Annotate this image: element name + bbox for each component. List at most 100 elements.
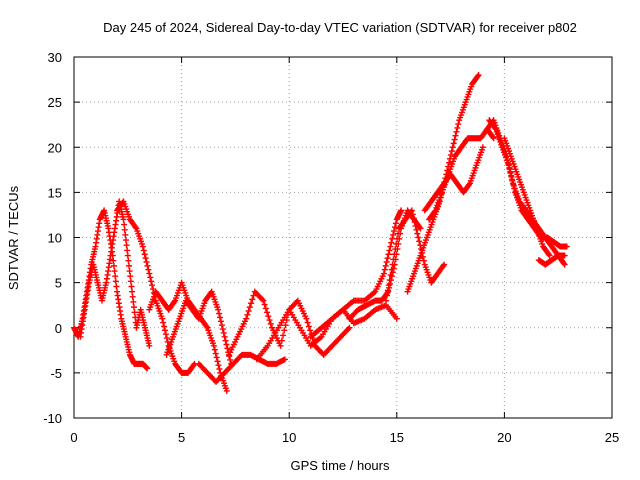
data-point — [266, 317, 273, 324]
data-point — [304, 319, 311, 326]
data-point — [144, 365, 151, 372]
data-point — [412, 222, 419, 229]
data-point — [113, 283, 120, 290]
data-point — [223, 387, 230, 394]
x-tick-label: 25 — [605, 430, 619, 445]
data-point — [159, 315, 166, 322]
data-point — [411, 219, 418, 226]
data-point — [346, 324, 353, 331]
data-point — [393, 240, 400, 247]
data-point — [261, 301, 268, 308]
data-point — [131, 309, 138, 316]
data-point — [122, 231, 129, 238]
data-point — [392, 220, 399, 227]
data-point — [127, 273, 134, 280]
data-point — [507, 168, 514, 175]
y-tick-label: 5 — [55, 276, 62, 291]
data-point — [383, 258, 390, 265]
data-point — [219, 326, 226, 333]
data-point — [142, 255, 149, 262]
data-point — [408, 207, 415, 214]
data-point — [129, 293, 136, 300]
data-point — [220, 329, 227, 336]
data-point — [509, 176, 516, 183]
y-tick-label: 10 — [48, 231, 62, 246]
series-arc-g — [225, 288, 353, 358]
data-point — [210, 342, 217, 349]
data-point — [110, 257, 117, 264]
data-point — [415, 234, 422, 241]
data-point — [448, 148, 455, 155]
data-point — [305, 323, 312, 330]
data-point — [215, 362, 222, 369]
data-point — [244, 311, 251, 318]
data-point — [454, 124, 461, 131]
data-point — [112, 278, 119, 285]
data-point — [144, 262, 151, 269]
x-tick-label: 0 — [70, 430, 77, 445]
series-arc-r — [535, 252, 568, 268]
series-arc-q — [501, 135, 553, 259]
data-point — [387, 271, 394, 278]
data-point — [490, 135, 497, 142]
data-point — [410, 215, 417, 222]
data-point — [466, 181, 473, 188]
data-point — [126, 262, 133, 269]
data-point — [216, 366, 223, 373]
series-arc-l — [404, 72, 482, 295]
data-point — [124, 247, 131, 254]
x-tick-label: 15 — [390, 430, 404, 445]
data-point — [162, 331, 169, 338]
data-point — [126, 268, 133, 275]
data-point — [392, 246, 399, 253]
data-point — [127, 278, 134, 285]
data-point — [215, 306, 222, 313]
data-point — [146, 342, 153, 349]
y-tick-label: -10 — [43, 411, 62, 426]
data-point — [508, 172, 515, 179]
data-point — [388, 239, 395, 246]
series-arc-c — [114, 198, 198, 376]
data-point — [395, 230, 402, 237]
y-axis-label: SDTVAR / TECUs — [6, 185, 21, 290]
data-point — [489, 133, 496, 140]
data-point — [563, 243, 570, 250]
data-point — [414, 230, 421, 237]
data-point — [277, 342, 284, 349]
data-point — [203, 323, 210, 330]
data-point — [264, 309, 271, 316]
data-point — [420, 257, 427, 264]
data-point — [213, 354, 220, 361]
data-point — [145, 266, 152, 273]
data-point — [413, 226, 420, 233]
data-point — [545, 251, 552, 258]
data-point — [450, 140, 457, 147]
series-arc-k — [383, 207, 448, 304]
data-point — [130, 298, 137, 305]
x-axis-label: GPS time / hours — [291, 458, 390, 473]
data-point — [122, 237, 129, 244]
data-point — [345, 326, 352, 333]
y-tick-label: 15 — [48, 185, 62, 200]
data-point — [249, 296, 256, 303]
data-point — [214, 358, 221, 365]
data-point — [381, 266, 388, 273]
x-tick-label: 5 — [178, 430, 185, 445]
data-point — [416, 238, 423, 245]
data-point — [123, 242, 130, 249]
data-point — [416, 224, 423, 231]
data-point — [262, 305, 269, 312]
data-point — [243, 315, 250, 322]
data-point — [223, 341, 230, 348]
y-tick-label: 25 — [48, 95, 62, 110]
data-point — [111, 268, 118, 275]
data-point — [440, 262, 447, 269]
data-point — [246, 304, 253, 311]
data-point — [391, 228, 398, 235]
data-point — [248, 300, 255, 307]
data-point — [409, 211, 416, 218]
series-arc-e — [163, 288, 235, 367]
data-point — [307, 327, 314, 334]
data-point — [130, 304, 137, 311]
data-point — [212, 350, 219, 357]
